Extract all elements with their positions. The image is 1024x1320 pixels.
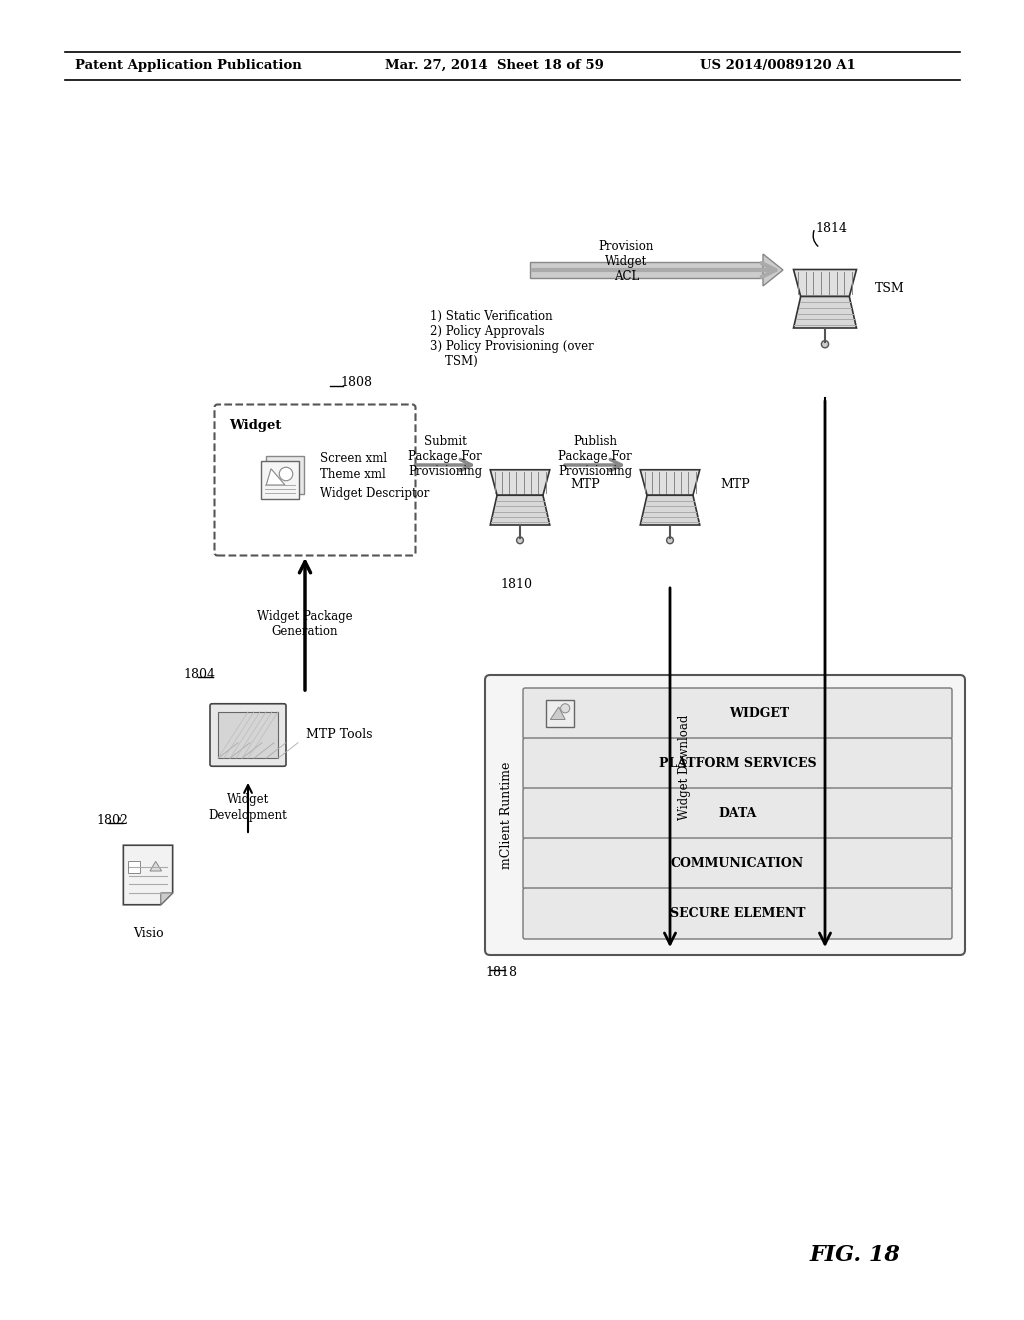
Text: COMMUNICATION: COMMUNICATION bbox=[671, 857, 804, 870]
Text: Publish
Package For
Provisioning: Publish Package For Provisioning bbox=[558, 436, 632, 478]
Text: 1810: 1810 bbox=[500, 578, 532, 591]
Polygon shape bbox=[490, 470, 550, 495]
Text: Widget Descriptor: Widget Descriptor bbox=[319, 487, 429, 499]
FancyBboxPatch shape bbox=[210, 704, 286, 766]
Bar bbox=[261, 461, 299, 499]
Text: Screen xml: Screen xml bbox=[319, 451, 387, 465]
Text: DATA: DATA bbox=[718, 807, 757, 820]
Circle shape bbox=[561, 704, 569, 713]
Text: MTP: MTP bbox=[720, 479, 750, 491]
Text: Submit
Package For
Provisioning: Submit Package For Provisioning bbox=[409, 436, 482, 478]
Text: 1) Static Verification
2) Policy Approvals
3) Policy Provisioning (over
    TSM): 1) Static Verification 2) Policy Approva… bbox=[430, 310, 594, 368]
Text: Widget: Widget bbox=[229, 418, 282, 432]
FancyBboxPatch shape bbox=[485, 675, 965, 954]
Text: Patent Application Publication: Patent Application Publication bbox=[75, 58, 302, 71]
Text: FIG. 18: FIG. 18 bbox=[810, 1243, 901, 1266]
Polygon shape bbox=[550, 708, 565, 719]
Bar bbox=[547, 700, 573, 727]
Text: TSM: TSM bbox=[874, 281, 905, 294]
Text: Widget Package
Generation: Widget Package Generation bbox=[257, 610, 353, 638]
Text: WIDGET: WIDGET bbox=[729, 708, 788, 719]
FancyBboxPatch shape bbox=[214, 404, 416, 556]
Text: 1818: 1818 bbox=[485, 965, 517, 978]
Text: 1808: 1808 bbox=[340, 376, 372, 389]
Bar bbox=[128, 861, 140, 873]
Text: 1814: 1814 bbox=[815, 222, 847, 235]
Bar bbox=[218, 711, 278, 758]
Text: PLATFORM SERVICES: PLATFORM SERVICES bbox=[658, 756, 816, 770]
Circle shape bbox=[516, 537, 523, 544]
Circle shape bbox=[280, 467, 293, 480]
Text: Widget Download: Widget Download bbox=[678, 715, 691, 820]
Bar bbox=[530, 261, 763, 279]
Text: Mar. 27, 2014  Sheet 18 of 59: Mar. 27, 2014 Sheet 18 of 59 bbox=[385, 58, 604, 71]
Text: MTP Tools: MTP Tools bbox=[306, 729, 373, 742]
Polygon shape bbox=[123, 845, 173, 904]
FancyBboxPatch shape bbox=[523, 838, 952, 888]
Text: US 2014/0089120 A1: US 2014/0089120 A1 bbox=[700, 58, 856, 71]
Polygon shape bbox=[266, 469, 285, 484]
Polygon shape bbox=[490, 495, 550, 525]
Polygon shape bbox=[161, 892, 173, 904]
FancyBboxPatch shape bbox=[523, 738, 952, 789]
Text: SECURE ELEMENT: SECURE ELEMENT bbox=[670, 907, 805, 920]
Text: Visio: Visio bbox=[133, 927, 163, 940]
Polygon shape bbox=[640, 495, 699, 525]
FancyBboxPatch shape bbox=[523, 788, 952, 840]
Bar bbox=[266, 457, 304, 494]
Polygon shape bbox=[794, 297, 856, 327]
FancyBboxPatch shape bbox=[523, 888, 952, 939]
Polygon shape bbox=[150, 862, 162, 871]
Polygon shape bbox=[640, 470, 699, 495]
Circle shape bbox=[821, 341, 828, 347]
Text: MTP: MTP bbox=[570, 479, 600, 491]
Polygon shape bbox=[794, 269, 856, 297]
Text: 1802: 1802 bbox=[96, 813, 128, 826]
Text: mClient Runtime: mClient Runtime bbox=[500, 762, 512, 869]
Text: Theme xml: Theme xml bbox=[319, 469, 386, 482]
Text: Provision
Widget
ACL: Provision Widget ACL bbox=[599, 240, 654, 282]
Text: 1804: 1804 bbox=[183, 668, 215, 681]
FancyBboxPatch shape bbox=[523, 688, 952, 739]
Circle shape bbox=[667, 537, 674, 544]
Text: Widget
Development: Widget Development bbox=[209, 793, 288, 821]
Polygon shape bbox=[763, 253, 783, 286]
